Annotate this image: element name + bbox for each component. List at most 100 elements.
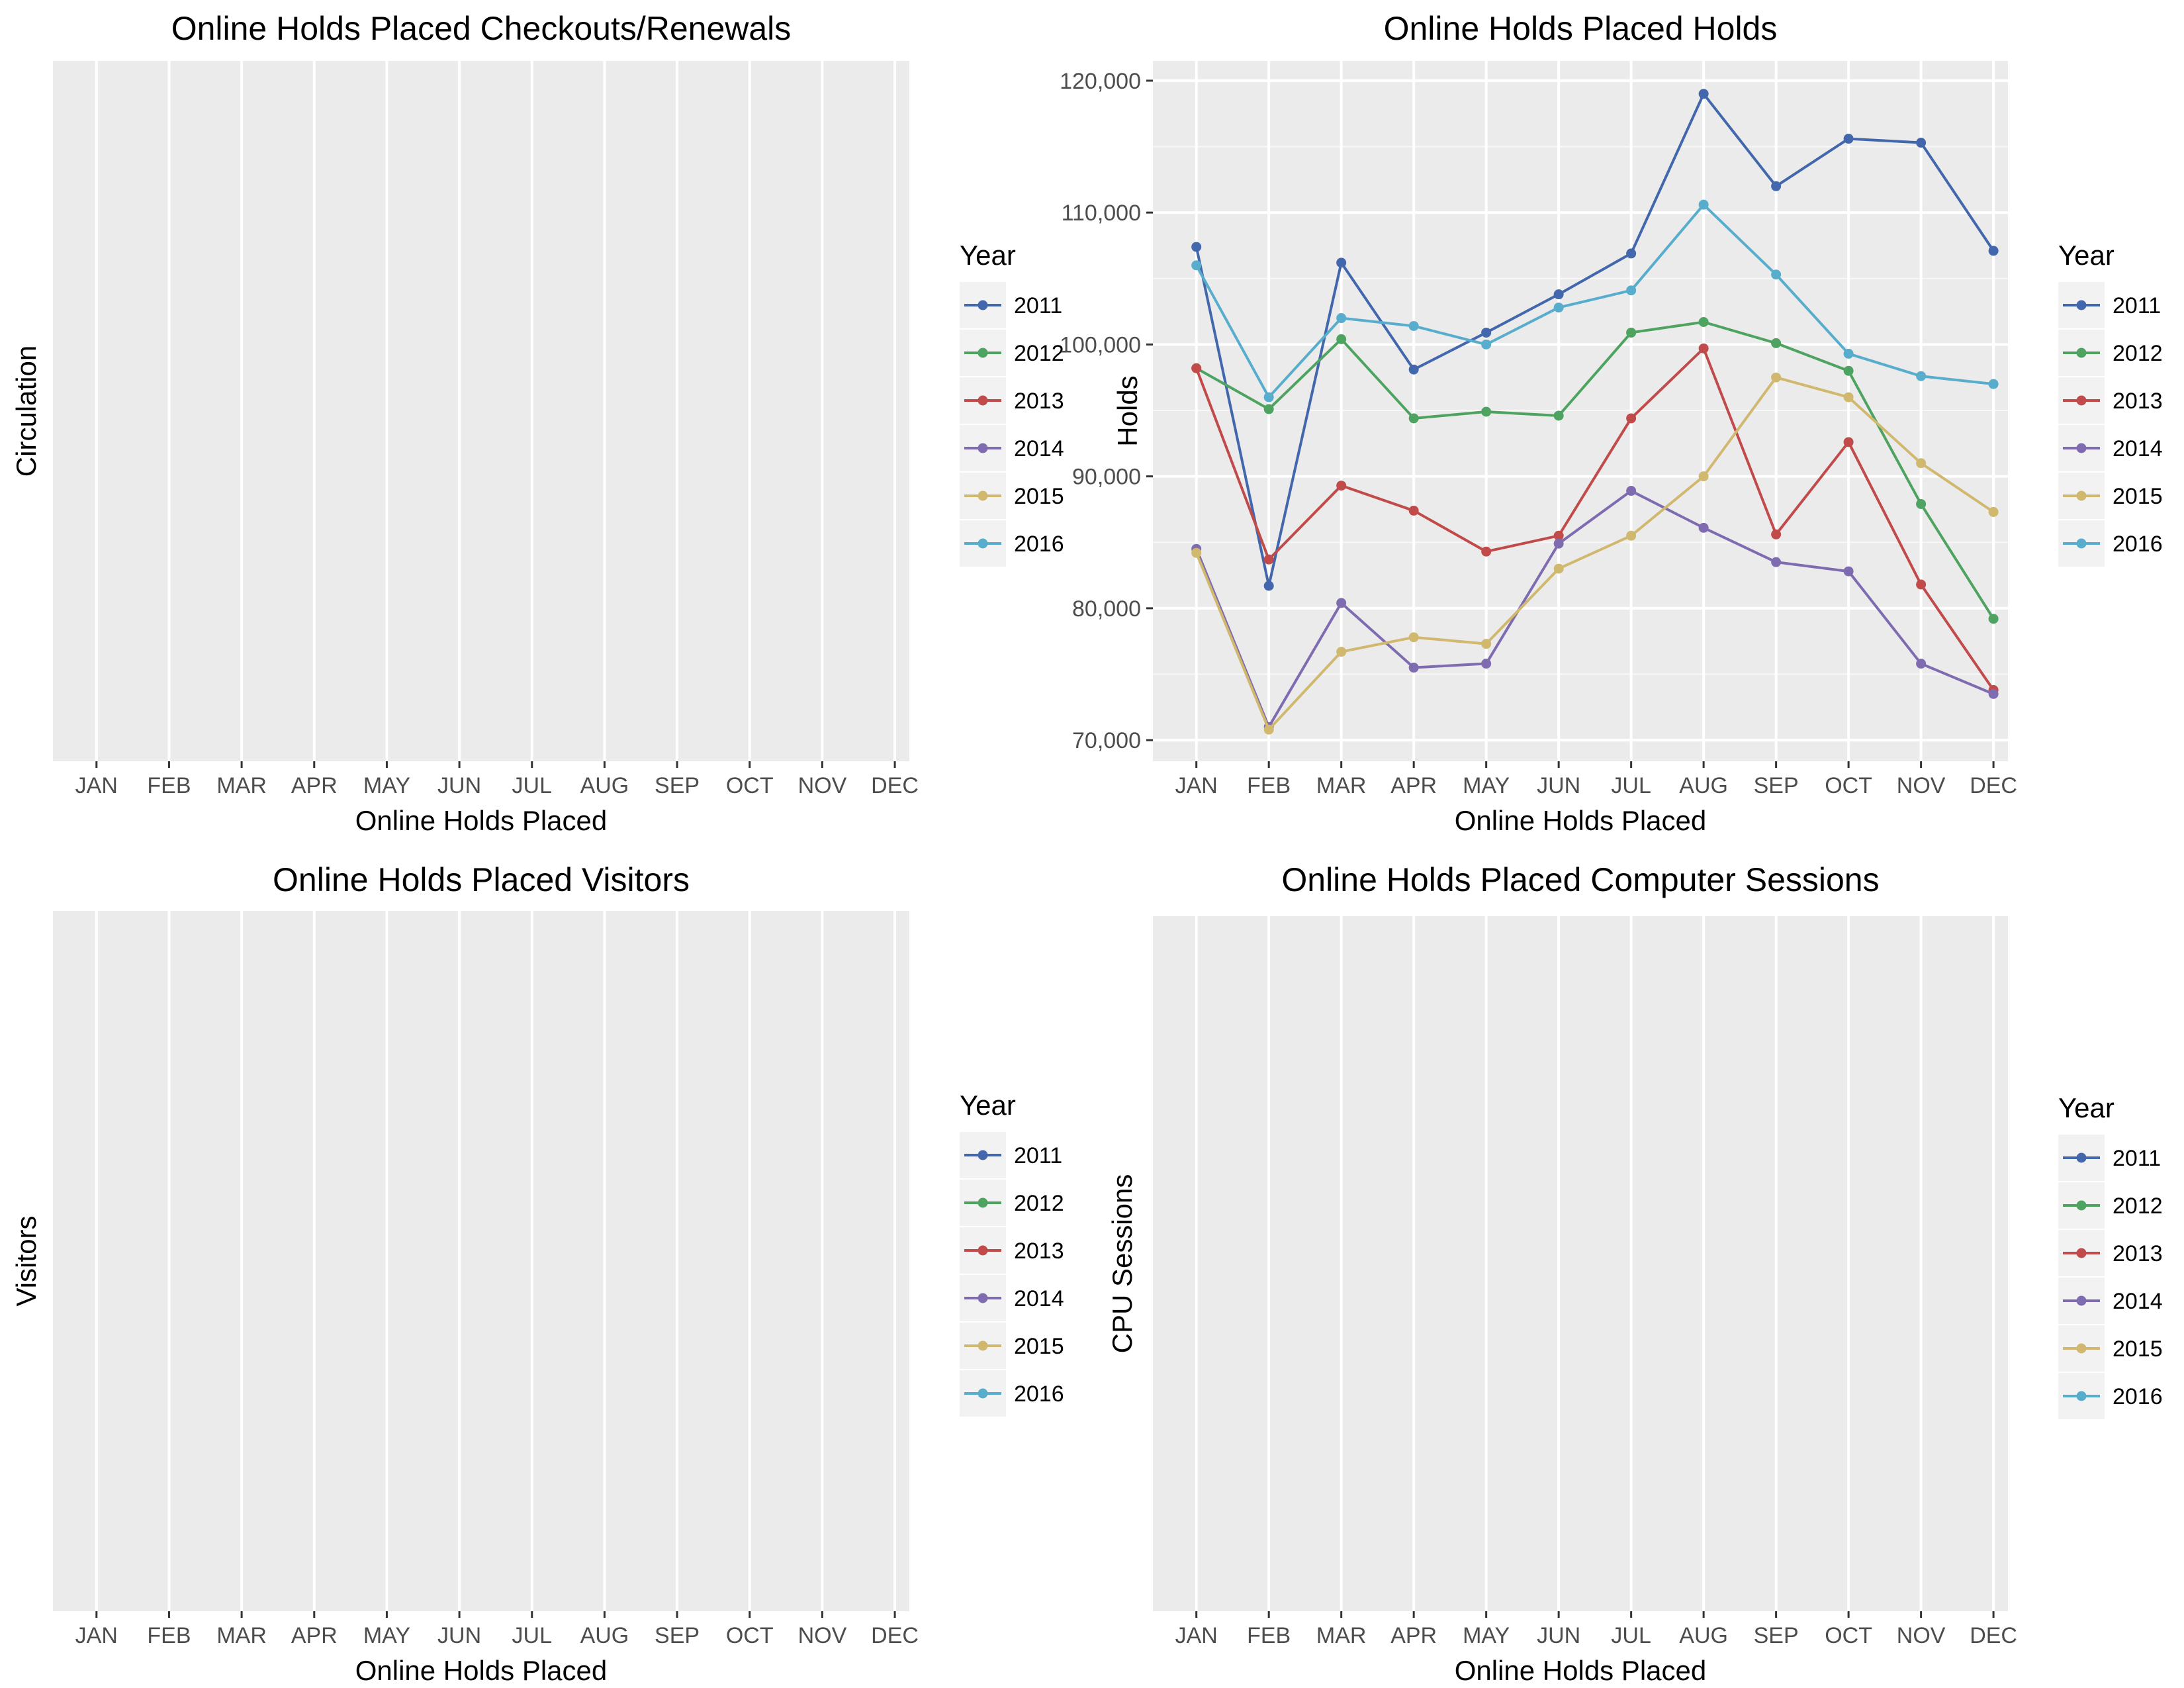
legend-title: Year <box>2058 240 2115 271</box>
legend-key-point-2014 <box>2076 1295 2087 1306</box>
x-tick-label: DEC <box>871 773 919 798</box>
x-tick-label: JUL <box>1611 1623 1651 1648</box>
data-point-2011-JUN <box>1553 289 1564 300</box>
data-point-2014-APR <box>1408 663 1419 673</box>
legend-label-2011: 2011 <box>2113 293 2161 318</box>
legend-label-2013: 2013 <box>2113 389 2163 414</box>
data-point-2016-JAN <box>1191 260 1202 271</box>
data-point-2015-JAN <box>1191 547 1202 558</box>
chart-title: Online Holds Placed Computer Sessions <box>1281 861 1879 898</box>
x-tick-label: APR <box>1390 1623 1437 1648</box>
legend-label-2014: 2014 <box>2113 436 2163 461</box>
legend-key-point-2013 <box>2076 1248 2087 1258</box>
data-point-2011-OCT <box>1843 134 1854 144</box>
legend-item-2011: 2011 <box>960 282 1062 328</box>
x-tick-label: JAN <box>75 773 118 798</box>
data-point-2014-MAR <box>1336 598 1347 608</box>
data-point-2012-MAR <box>1336 334 1347 344</box>
legend-label-2016: 2016 <box>2113 532 2163 557</box>
y-tick-label: 100,000 <box>1060 332 1141 357</box>
legend-item-2014: 2014 <box>960 425 1064 471</box>
legend-label-2012: 2012 <box>2113 341 2163 366</box>
legend: Year 2011 2012 2013 2014 2015 2016 <box>960 1090 1064 1417</box>
panel-background <box>1153 916 2008 1611</box>
legend: Year 2011 2012 2013 2014 2015 2016 <box>2058 1092 2163 1419</box>
data-point-2015-JUN <box>1553 563 1564 574</box>
legend-key-point-2011 <box>2076 1152 2087 1163</box>
x-tick-label: MAY <box>363 773 410 798</box>
data-point-2013-JUN <box>1553 530 1564 541</box>
data-point-2016-DEC <box>1988 379 1999 389</box>
data-point-2015-DEC <box>1988 506 1999 517</box>
x-tick-label: FEB <box>1247 773 1291 798</box>
x-tick-label: NOV <box>1897 773 1946 798</box>
data-point-2012-AUG <box>1698 317 1709 328</box>
y-axis-label: Visitors <box>11 1216 42 1307</box>
legend-item-2015: 2015 <box>2058 1325 2163 1372</box>
legend-item-2015: 2015 <box>960 473 1064 519</box>
x-tick-label: JUL <box>1611 773 1651 798</box>
data-point-2011-MAR <box>1336 258 1347 268</box>
legend-item-2014: 2014 <box>960 1275 1064 1321</box>
data-point-2012-FEB <box>1263 404 1274 414</box>
legend-item-2012: 2012 <box>960 1180 1064 1226</box>
data-point-2015-JUL <box>1626 530 1637 541</box>
x-tick-label: NOV <box>798 773 847 798</box>
data-point-2012-NOV <box>1916 498 1927 509</box>
y-tick-label: 70,000 <box>1072 728 1141 753</box>
x-tick-label: APR <box>1390 773 1437 798</box>
x-tick-label: AUG <box>1679 773 1728 798</box>
legend-label-2012: 2012 <box>2113 1194 2163 1219</box>
chart-title: Online Holds Placed Visitors <box>273 861 690 898</box>
series-line-2016 <box>1195 203 1994 399</box>
data-point-2013-AUG <box>1698 343 1709 353</box>
y-tick-label: 80,000 <box>1072 596 1141 622</box>
data-point-2012-JUL <box>1626 327 1637 338</box>
legend-item-2012: 2012 <box>2058 1182 2163 1229</box>
legend-key-point-2015 <box>978 491 988 501</box>
data-point-2013-APR <box>1408 505 1419 516</box>
x-tick-label: JUN <box>437 1623 481 1648</box>
data-point-2013-OCT <box>1843 437 1854 447</box>
data-point-2011-SEP <box>1771 181 1782 191</box>
x-tick-label: AUG <box>1679 1623 1728 1648</box>
legend-key-point-2015 <box>2076 491 2087 501</box>
legend-title: Year <box>2058 1092 2115 1123</box>
legend-key-point-2012 <box>978 1197 988 1208</box>
legend-label-2016: 2016 <box>1014 1382 1064 1407</box>
chart-sessions: JAN FEB MAR APR MAY JUN JUL AUG SEP OCT NOV DEC Onli… <box>1107 861 2163 1686</box>
chart-holds: 70,000 80,000 90,000 100,000 110,000 120,000 J… <box>1060 10 2163 836</box>
data-point-2015-MAY <box>1481 639 1492 649</box>
x-tick-label: MAR <box>216 773 267 798</box>
data-point-2014-NOV <box>1916 659 1927 669</box>
data-point-2014-OCT <box>1843 566 1854 577</box>
x-tick-label: SEP <box>655 773 700 798</box>
legend-key-point-2011 <box>2076 300 2087 310</box>
data-point-2011-JUL <box>1626 248 1637 259</box>
legend-label-2013: 2013 <box>1014 389 1064 414</box>
x-tick-label: JUL <box>512 773 552 798</box>
data-point-2015-APR <box>1408 632 1419 643</box>
data-point-2011-DEC <box>1988 246 1999 256</box>
legend-label-2013: 2013 <box>1014 1239 1064 1264</box>
data-point-2013-JUL <box>1626 413 1637 424</box>
x-tick-label: SEP <box>655 1623 700 1648</box>
legend-key-point-2016 <box>2076 538 2087 549</box>
x-tick-label: MAY <box>1463 1623 1510 1648</box>
data-point-2012-OCT <box>1843 365 1854 376</box>
x-axis-label: Online Holds Placed <box>1455 805 1707 836</box>
series-2016 <box>1191 199 1999 402</box>
legend-label-2015: 2015 <box>2113 484 2163 509</box>
legend-label-2016: 2016 <box>2113 1384 2163 1409</box>
x-tick-label: JAN <box>75 1623 118 1648</box>
chart-title: Online Holds Placed Holds <box>1384 10 1778 47</box>
x-tick-label: MAR <box>1316 1623 1367 1648</box>
x-tick-label: AUG <box>580 773 629 798</box>
y-axis-label: Circulation <box>11 346 42 477</box>
panel-background <box>53 911 909 1611</box>
legend-item-2013: 2013 <box>960 377 1064 424</box>
legend-key-point-2015 <box>978 1340 988 1351</box>
legend-label-2015: 2015 <box>1014 484 1064 509</box>
data-point-2014-SEP <box>1771 557 1782 567</box>
